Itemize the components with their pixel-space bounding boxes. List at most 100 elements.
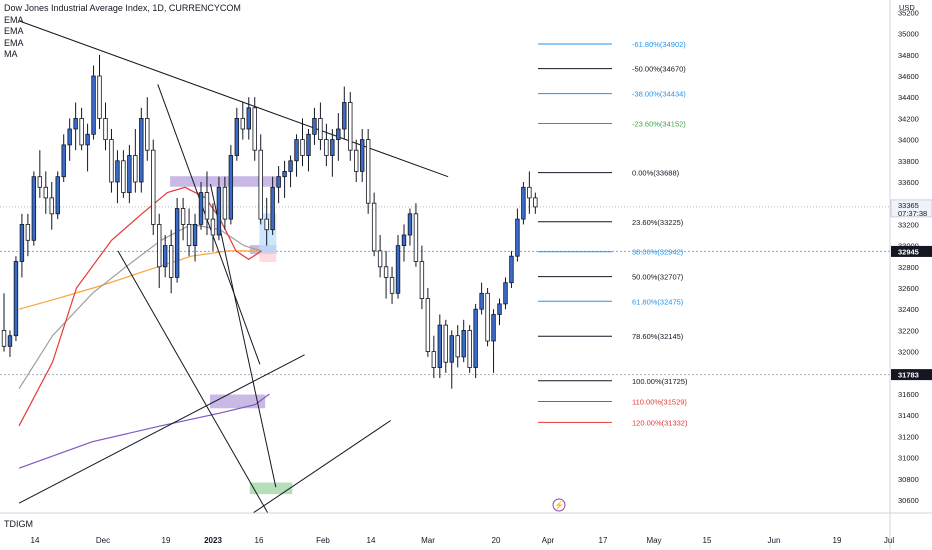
candle[interactable] (7, 330, 13, 357)
candle[interactable] (1, 293, 7, 352)
candle[interactable] (461, 319, 466, 363)
candle[interactable] (348, 91, 353, 161)
candle[interactable] (443, 319, 448, 373)
candle[interactable] (365, 129, 371, 214)
candle[interactable] (419, 245, 425, 310)
candle[interactable] (13, 256, 19, 341)
candle[interactable] (162, 235, 168, 278)
candle[interactable] (282, 160, 287, 198)
candle[interactable] (252, 97, 257, 161)
candle[interactable] (407, 208, 413, 246)
candle[interactable] (151, 139, 156, 235)
candle[interactable] (216, 176, 222, 241)
trendline-5[interactable] (209, 184, 277, 488)
candle[interactable] (43, 171, 48, 214)
indicator-ma[interactable]: MA (4, 49, 18, 59)
candle[interactable] (330, 129, 335, 177)
candle[interactable] (186, 208, 192, 257)
plot-area[interactable]: -61.80%(34902) -50.00%(34670) -38.00%(3443… (0, 20, 890, 516)
candle[interactable] (61, 134, 66, 182)
candle[interactable] (204, 171, 210, 235)
candle[interactable] (192, 213, 198, 262)
candle[interactable] (336, 113, 341, 161)
candle[interactable] (49, 182, 54, 230)
trendline-6[interactable] (253, 420, 391, 513)
candle[interactable] (449, 330, 454, 389)
candle[interactable] (228, 144, 234, 225)
candle[interactable] (55, 171, 60, 220)
candle[interactable] (19, 213, 25, 278)
candle[interactable] (359, 129, 365, 182)
candle[interactable] (509, 250, 514, 288)
candle[interactable] (222, 176, 228, 230)
candle[interactable] (79, 107, 84, 151)
candle[interactable] (210, 203, 216, 251)
candle[interactable] (288, 155, 293, 188)
candle[interactable] (270, 176, 275, 235)
resistance-zone-box[interactable] (170, 176, 282, 187)
candle[interactable] (67, 118, 72, 161)
candle[interactable] (377, 235, 383, 278)
candle[interactable] (168, 229, 174, 294)
candle[interactable] (37, 150, 43, 198)
candle[interactable] (455, 325, 460, 368)
ema-fast-line[interactable] (18, 186, 262, 427)
indicator-ema-2[interactable]: EMA (4, 26, 24, 36)
candle[interactable] (479, 282, 484, 315)
trendline-1[interactable] (18, 20, 449, 178)
candle[interactable] (383, 250, 389, 299)
indicator-ema-3[interactable]: EMA (4, 37, 24, 48)
candle[interactable] (133, 129, 138, 193)
candle[interactable] (354, 139, 359, 182)
ema-mid-line[interactable] (18, 223, 262, 390)
candle[interactable] (324, 123, 329, 167)
candle[interactable] (258, 134, 263, 225)
candle[interactable] (395, 235, 401, 299)
candle[interactable] (497, 298, 502, 326)
candle[interactable] (109, 129, 114, 193)
flash-icon[interactable]: ⚡ (552, 498, 566, 512)
candle[interactable] (413, 203, 419, 267)
candle[interactable] (121, 150, 126, 198)
candle[interactable] (342, 86, 347, 140)
candle[interactable] (234, 107, 240, 161)
candle[interactable] (389, 266, 395, 304)
candle[interactable] (139, 107, 144, 193)
candle[interactable] (25, 213, 31, 257)
candle[interactable] (115, 150, 120, 204)
candle[interactable] (431, 335, 437, 379)
candle[interactable] (294, 134, 299, 177)
demand-zone-box[interactable] (249, 482, 293, 495)
candle[interactable] (533, 192, 538, 214)
trendline-2[interactable] (18, 354, 305, 504)
trendline-4[interactable] (117, 250, 270, 516)
candle[interactable] (240, 102, 245, 140)
candle[interactable] (485, 288, 490, 347)
candle[interactable] (491, 309, 496, 373)
candle[interactable] (127, 144, 132, 204)
candle[interactable] (276, 166, 281, 204)
candle[interactable] (401, 224, 407, 262)
ema-slow-line[interactable] (18, 250, 262, 310)
price-tag-31783[interactable]: 31783 (891, 369, 932, 381)
candle[interactable] (503, 277, 508, 310)
candle[interactable] (157, 213, 162, 288)
candle[interactable] (425, 288, 431, 357)
support-zone-box[interactable] (209, 394, 266, 409)
candle[interactable] (103, 102, 108, 151)
trendline-3[interactable] (157, 84, 261, 365)
stop-zone-box[interactable] (259, 252, 277, 263)
candle[interactable] (312, 107, 317, 145)
candle[interactable] (180, 197, 186, 241)
candle[interactable] (174, 197, 180, 283)
candle[interactable] (318, 102, 323, 151)
indicator-ema-1[interactable]: EMA (4, 14, 24, 25)
candle[interactable] (85, 123, 90, 172)
candle[interactable] (73, 102, 78, 151)
candle[interactable] (246, 97, 251, 140)
candle[interactable] (300, 118, 305, 167)
candle[interactable] (473, 303, 478, 379)
candle[interactable] (264, 197, 269, 246)
